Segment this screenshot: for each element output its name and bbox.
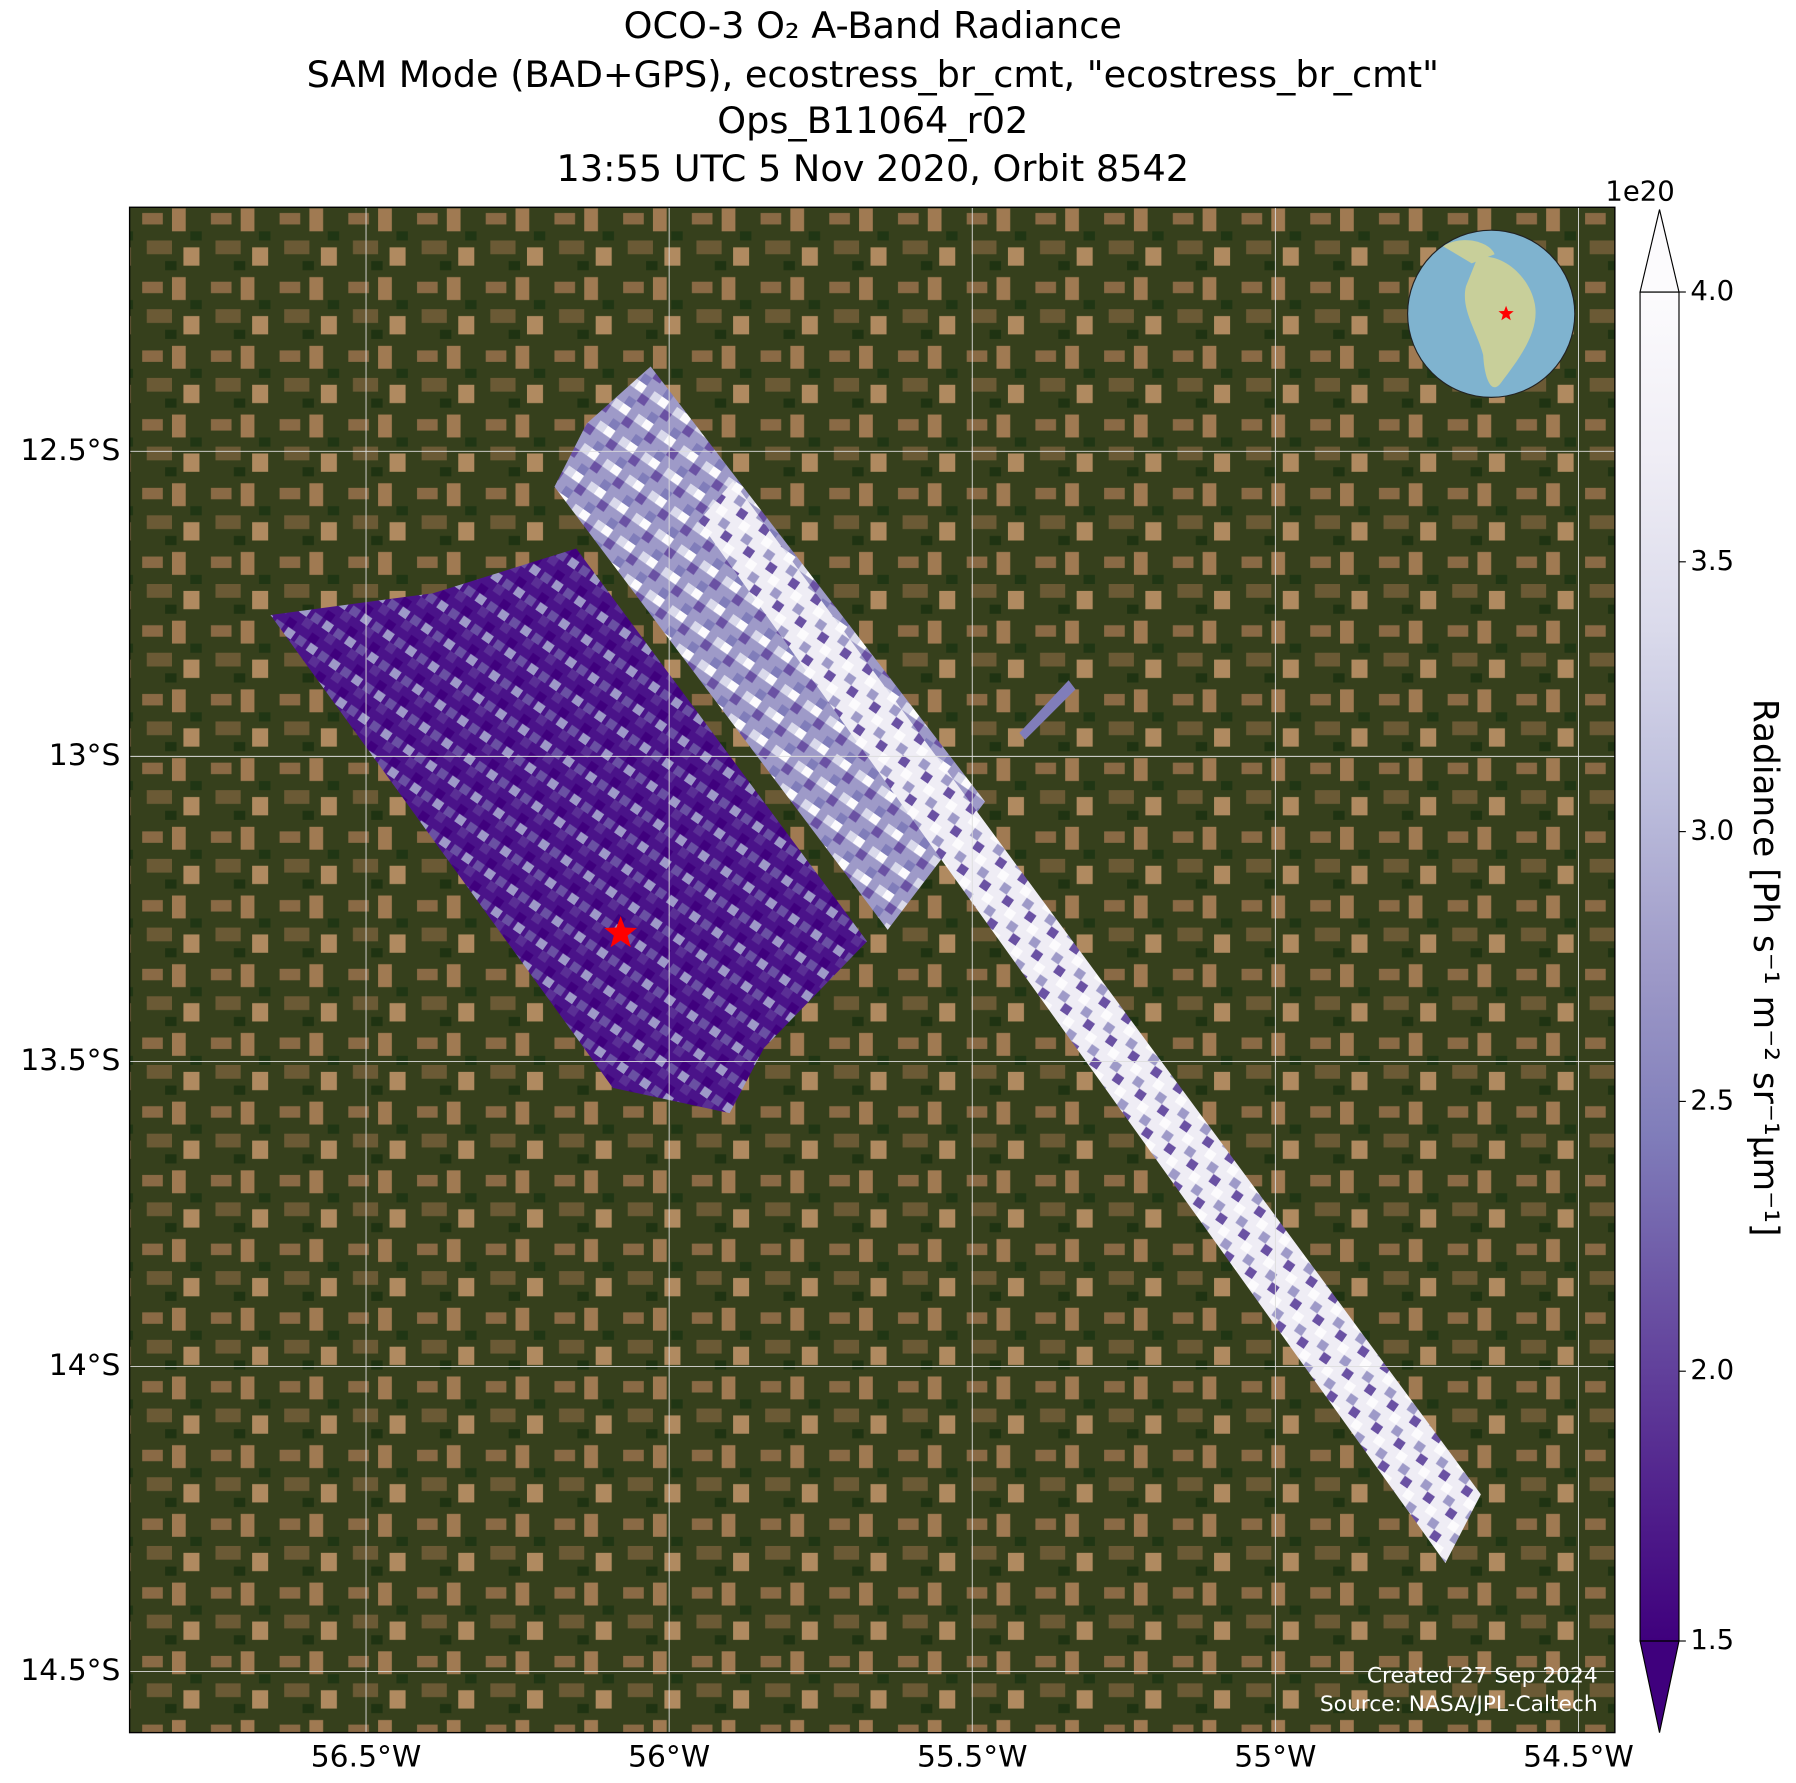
swath <box>1019 680 1076 740</box>
y-tick-label: 12.5°S <box>20 433 120 468</box>
colorbar-frame <box>1639 291 1680 1642</box>
swath <box>698 480 1481 1564</box>
x-tick-label: 56°W <box>628 1739 710 1774</box>
credit: Source: NASA/JPL-Caltech <box>1320 1692 1598 1717</box>
swath <box>270 548 868 1114</box>
y-tick-label: 14°S <box>49 1348 121 1383</box>
colorbar-tick-label: 3.5 <box>1690 545 1734 577</box>
title: 13:55 UTC 5 Nov 2020, Orbit 8542 <box>557 147 1190 190</box>
colorbar-extend-min <box>1639 1640 1680 1733</box>
map-background <box>129 207 1615 1733</box>
globe-target <box>1498 305 1514 321</box>
title: Ops_B11064_r02 <box>717 99 1028 142</box>
y-tick-label: 13.5°S <box>20 1043 120 1078</box>
swath <box>554 366 986 930</box>
map-frame <box>128 206 1616 1734</box>
x-tick-label: 56.5°W <box>311 1739 422 1774</box>
title: SAM Mode (BAD+GPS), ecostress_br_cmt, "e… <box>307 53 1439 96</box>
y-tick-label: 14.5°S <box>20 1653 120 1688</box>
x-tick-label: 55.5°W <box>917 1739 1028 1774</box>
globe-inset <box>1407 229 1576 398</box>
colorbar-extend-max <box>1639 209 1680 293</box>
colorbar-label: Radiance [Ph s⁻¹ m⁻² sr⁻¹μm⁻¹] <box>1745 699 1785 1237</box>
y-tick-label: 13°S <box>49 738 121 773</box>
colorbar-tick-label: 3.0 <box>1690 815 1734 847</box>
title: OCO-3 O₂ A-Band Radiance <box>624 4 1122 47</box>
colorbar-tick-label: 1.5 <box>1690 1624 1734 1656</box>
target-marker <box>604 916 637 948</box>
colorbar-tick-label: 4.0 <box>1690 275 1734 307</box>
colorbar <box>1640 292 1679 1642</box>
credit: Created 27 Sep 2024 <box>1367 1664 1598 1689</box>
colorbar-tick-label: 2.5 <box>1690 1084 1734 1116</box>
colorbar-tick-label: 2.0 <box>1690 1354 1734 1386</box>
x-tick-label: 54.5°W <box>1523 1739 1634 1774</box>
x-tick-label: 55°W <box>1234 1739 1316 1774</box>
colorbar-offset: 1e20 <box>1605 175 1674 207</box>
